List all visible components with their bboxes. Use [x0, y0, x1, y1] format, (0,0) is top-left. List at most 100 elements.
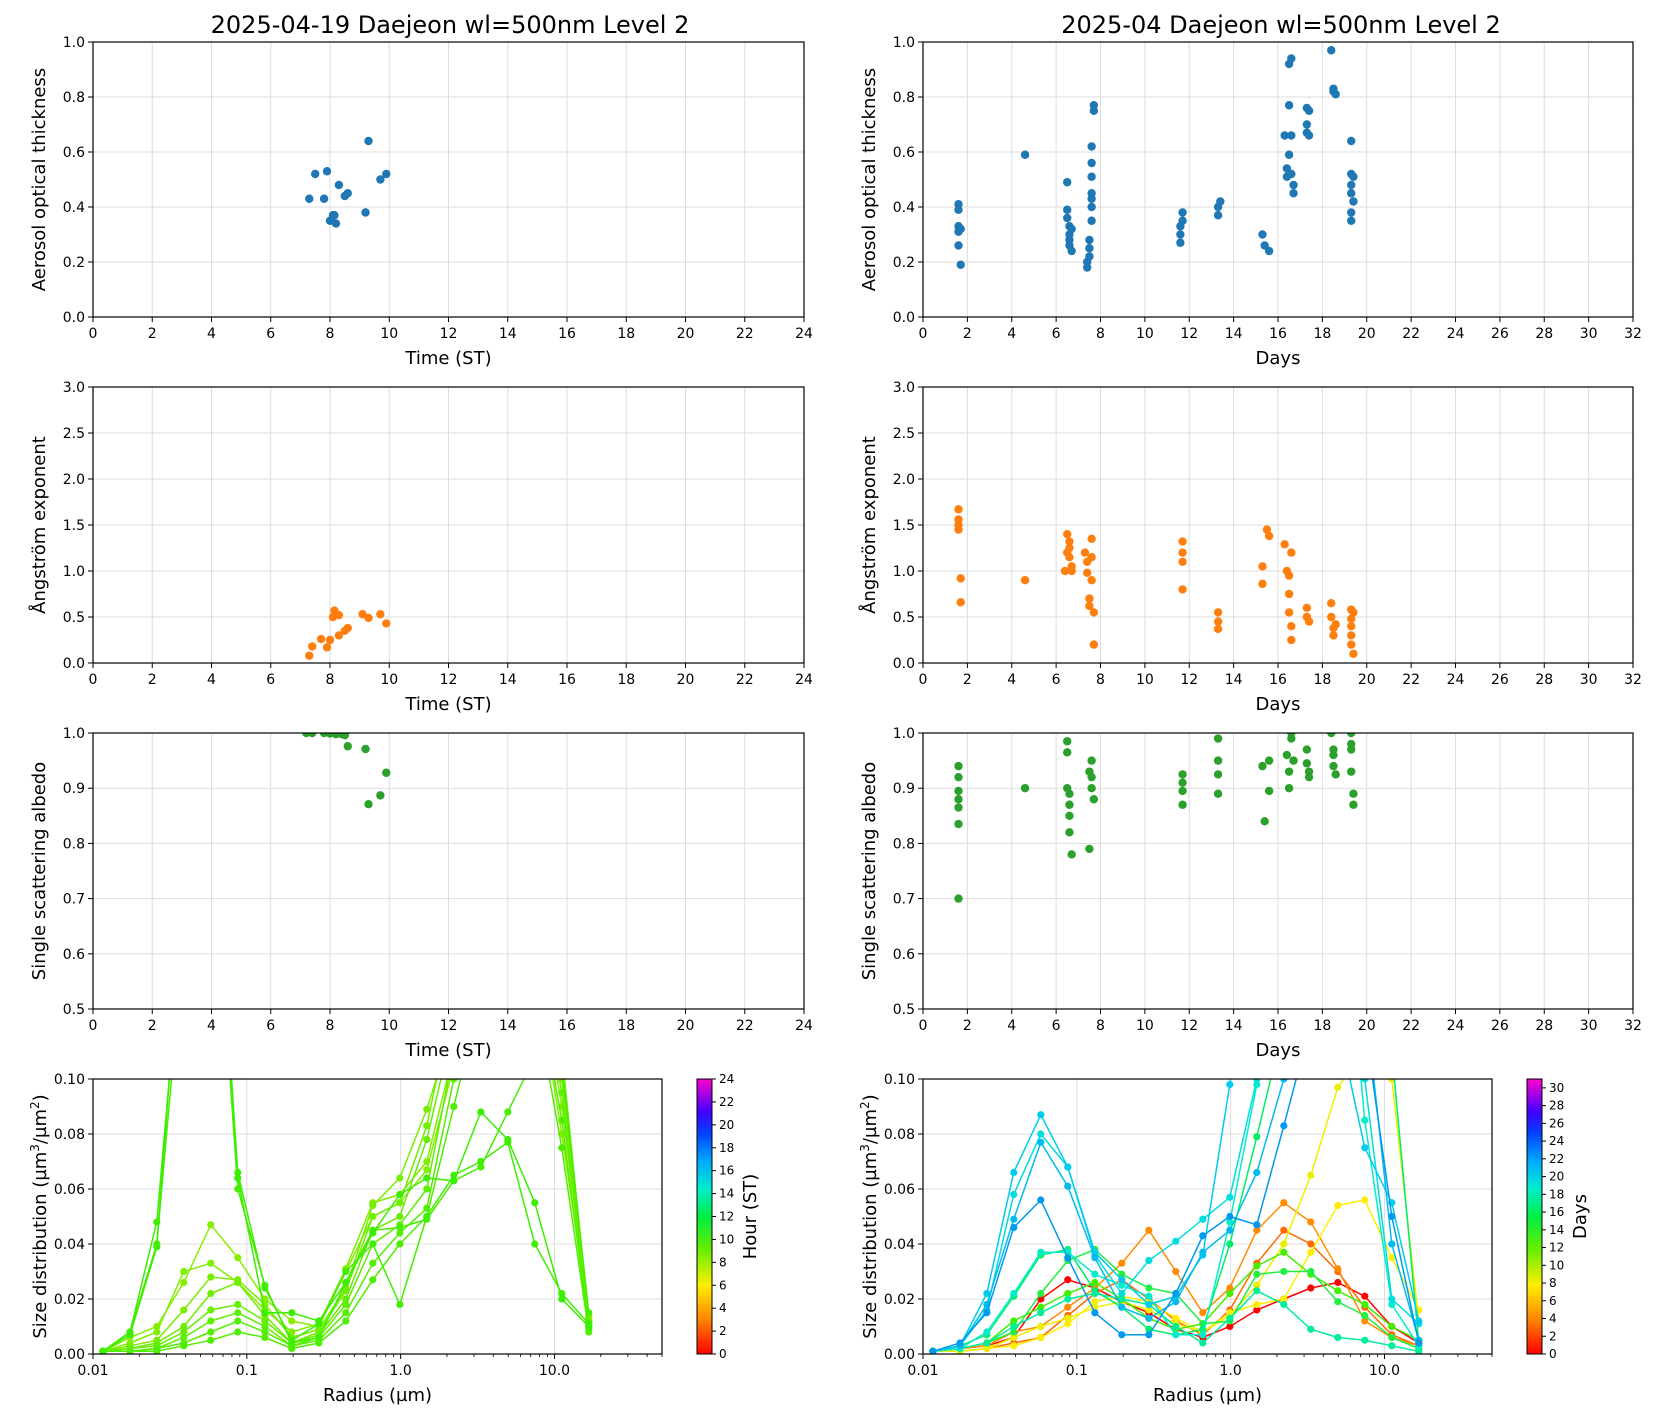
x-tick-label: 0 [89, 672, 98, 688]
x-tick-label: 14 [1225, 1018, 1243, 1034]
series-point [396, 1190, 404, 1199]
series-point [1307, 883, 1314, 890]
x-tick-label: 10 [1136, 672, 1154, 688]
data-point [1264, 246, 1274, 256]
series-point [180, 910, 187, 917]
series-point [1037, 1303, 1045, 1311]
grid [922, 41, 1634, 318]
grid [92, 41, 805, 318]
x-tick-label: 24 [1447, 1018, 1465, 1034]
series-point [1253, 1168, 1261, 1177]
data-point [376, 610, 385, 619]
series-point [1226, 1289, 1234, 1298]
x-tick-label: 12 [1180, 672, 1198, 688]
x-tick-label: 0.01 [77, 1363, 108, 1379]
x-tick-label: 22 [736, 1018, 754, 1034]
data-point [1087, 553, 1096, 562]
series-point [261, 1309, 269, 1317]
x-tick-label: 22 [1402, 672, 1420, 688]
series-point [234, 1278, 242, 1287]
series-point [261, 1317, 269, 1325]
data-layer [305, 136, 391, 228]
x-tick-label: 16 [1269, 1018, 1287, 1034]
y-tick-label: 0.8 [63, 90, 85, 106]
x-tick-label: 24 [1447, 672, 1465, 688]
x-axis-label: Days [1256, 348, 1301, 369]
series-point [477, 883, 484, 890]
data-point [954, 241, 963, 250]
data-point [1178, 216, 1187, 225]
data-point [1347, 216, 1356, 225]
data-point [361, 208, 370, 217]
y-tick-label: 0.7 [63, 892, 85, 908]
series-point [1199, 1331, 1207, 1339]
data-point [954, 205, 963, 214]
colorbar-tick-label: 20 [1549, 1170, 1564, 1184]
y-tick-label: 0.0 [893, 656, 915, 672]
data-point [1327, 599, 1336, 608]
series-point [1307, 993, 1314, 1000]
series-point [342, 1309, 350, 1317]
x-tick-label: 2 [148, 672, 157, 688]
y-axis-label-part: /µm [860, 1109, 881, 1144]
y-tick-label: 1.0 [893, 564, 915, 580]
series-point [1361, 1311, 1369, 1320]
x-tick-label: 10 [380, 672, 398, 688]
data-point [1176, 238, 1185, 247]
data-point [382, 169, 391, 179]
data-point [316, 634, 326, 644]
data-point [1213, 734, 1223, 743]
data-point [1327, 46, 1336, 55]
x-tick-label: 10 [1136, 1018, 1154, 1034]
series-point [180, 1322, 188, 1331]
series-point [585, 1322, 593, 1331]
series-point [1226, 1226, 1234, 1234]
y-axis-label-part: /µm [30, 1109, 51, 1144]
x-tick-label: 4 [207, 672, 216, 688]
x-tick-label: 4 [1007, 1018, 1016, 1034]
series-point [1226, 1080, 1234, 1089]
grid [92, 386, 805, 664]
x-tick-label: 14 [1225, 326, 1243, 342]
series-point [288, 1344, 296, 1353]
data-point [1282, 750, 1292, 760]
series-point [234, 1174, 242, 1182]
series-point [983, 1289, 991, 1298]
y-axis-label-sup: 2 [858, 1101, 872, 1109]
data-point [1178, 557, 1187, 566]
x-tick-label: 0 [919, 326, 928, 342]
title-right: 2025-04 Daejeon wl=500nm Level 2 [1061, 11, 1501, 39]
x-tick-label: 28 [1535, 1018, 1553, 1034]
series-point [423, 1122, 431, 1130]
data-point [1347, 622, 1356, 631]
y-axis-label-part: ) [30, 1094, 51, 1101]
y-tick-label: 0.10 [54, 1072, 85, 1088]
y-tick-label: 0.7 [893, 892, 915, 908]
data-point [1287, 622, 1296, 631]
x-tick-label: 1.0 [390, 1363, 412, 1379]
data-point [1284, 101, 1294, 110]
series-point [423, 1212, 431, 1221]
series-point [1010, 1190, 1018, 1199]
colorbar-tick-label: 8 [719, 1255, 727, 1269]
series-point [1253, 1221, 1261, 1229]
x-tick-label: 14 [499, 326, 517, 342]
data-point [376, 175, 385, 184]
series-point [153, 1243, 161, 1251]
data-point [319, 194, 329, 203]
y-tick-label: 1.5 [63, 518, 85, 534]
series-point [1307, 1171, 1315, 1179]
series-point [1145, 1300, 1153, 1309]
x-tick-label: 20 [1358, 326, 1376, 342]
series-point [1037, 1309, 1045, 1317]
series-point [1145, 1256, 1153, 1265]
data-point [1287, 548, 1296, 557]
data-point [1331, 90, 1340, 99]
colorbar-tick-label: 4 [1549, 1312, 1557, 1326]
x-axis-label: Time (ST) [404, 348, 491, 369]
data-layer [302, 733, 391, 809]
series-point [342, 1278, 350, 1287]
x-tick-label: 1.0 [1220, 1363, 1242, 1379]
x-tick-label: 16 [558, 672, 576, 688]
